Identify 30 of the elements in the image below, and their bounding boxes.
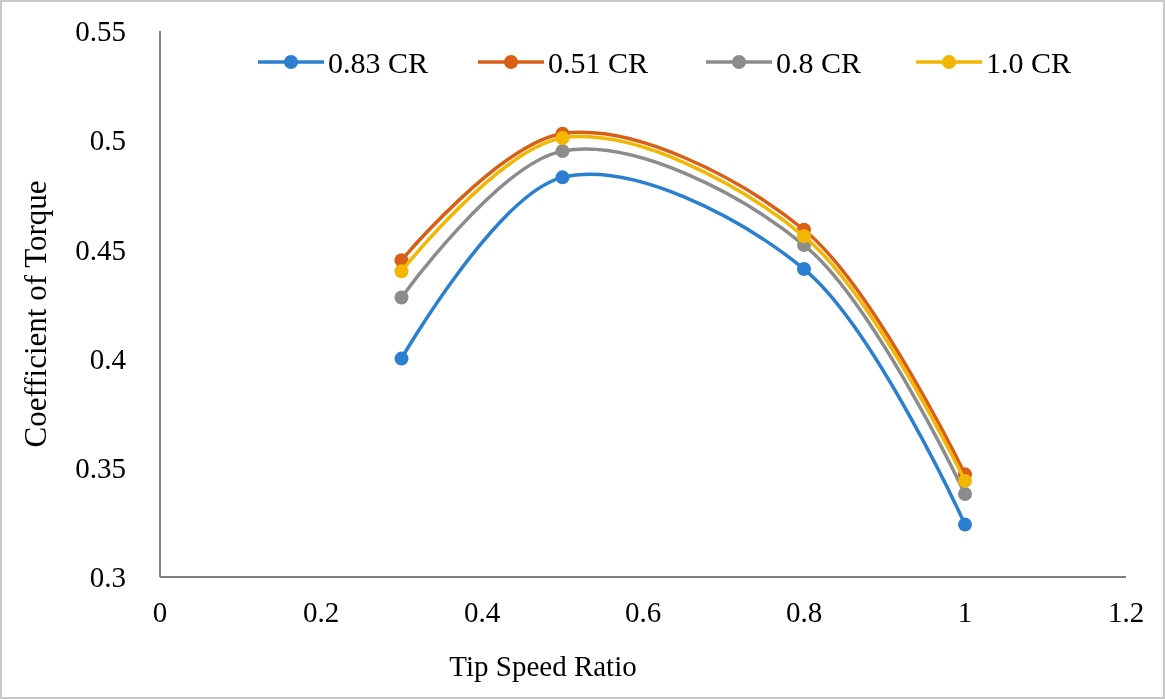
x-tick-label: 1.2 [1107,596,1145,628]
legend-label: 0.83 CR [328,45,429,79]
y-axis-title: Coefficient of Torque [18,180,53,448]
legend-label: 1.0 CR [986,45,1072,79]
point [555,144,570,159]
y-tick-label: 0.3 [89,561,126,594]
x-axis-title: Tip Speed Ratio [449,650,637,682]
point [555,170,570,185]
y-tick-label: 0.35 [75,451,126,484]
x-tick-label: 0.4 [463,596,501,628]
legend-label: 0.51 CR [548,45,649,79]
x-tick-label: 0.2 [302,596,340,628]
x-tick-label: 1 [957,596,973,628]
point [394,351,409,366]
point [958,487,972,502]
point [797,262,811,277]
point [797,229,811,244]
point [394,290,409,305]
legend-label: 0.8 CR [776,45,862,79]
x-tick-label: 0.8 [785,596,823,628]
x-tick-label: 0.6 [624,596,662,628]
y-tick-label: 0.4 [89,342,127,375]
y-tick-label: 0.5 [89,124,126,157]
point [394,264,409,279]
y-tick-label: 0.55 [75,15,126,48]
x-tick-label: 0 [152,596,168,628]
point [958,517,972,532]
y-tick-label: 0.45 [75,233,126,266]
point [958,473,972,488]
point [555,131,570,146]
